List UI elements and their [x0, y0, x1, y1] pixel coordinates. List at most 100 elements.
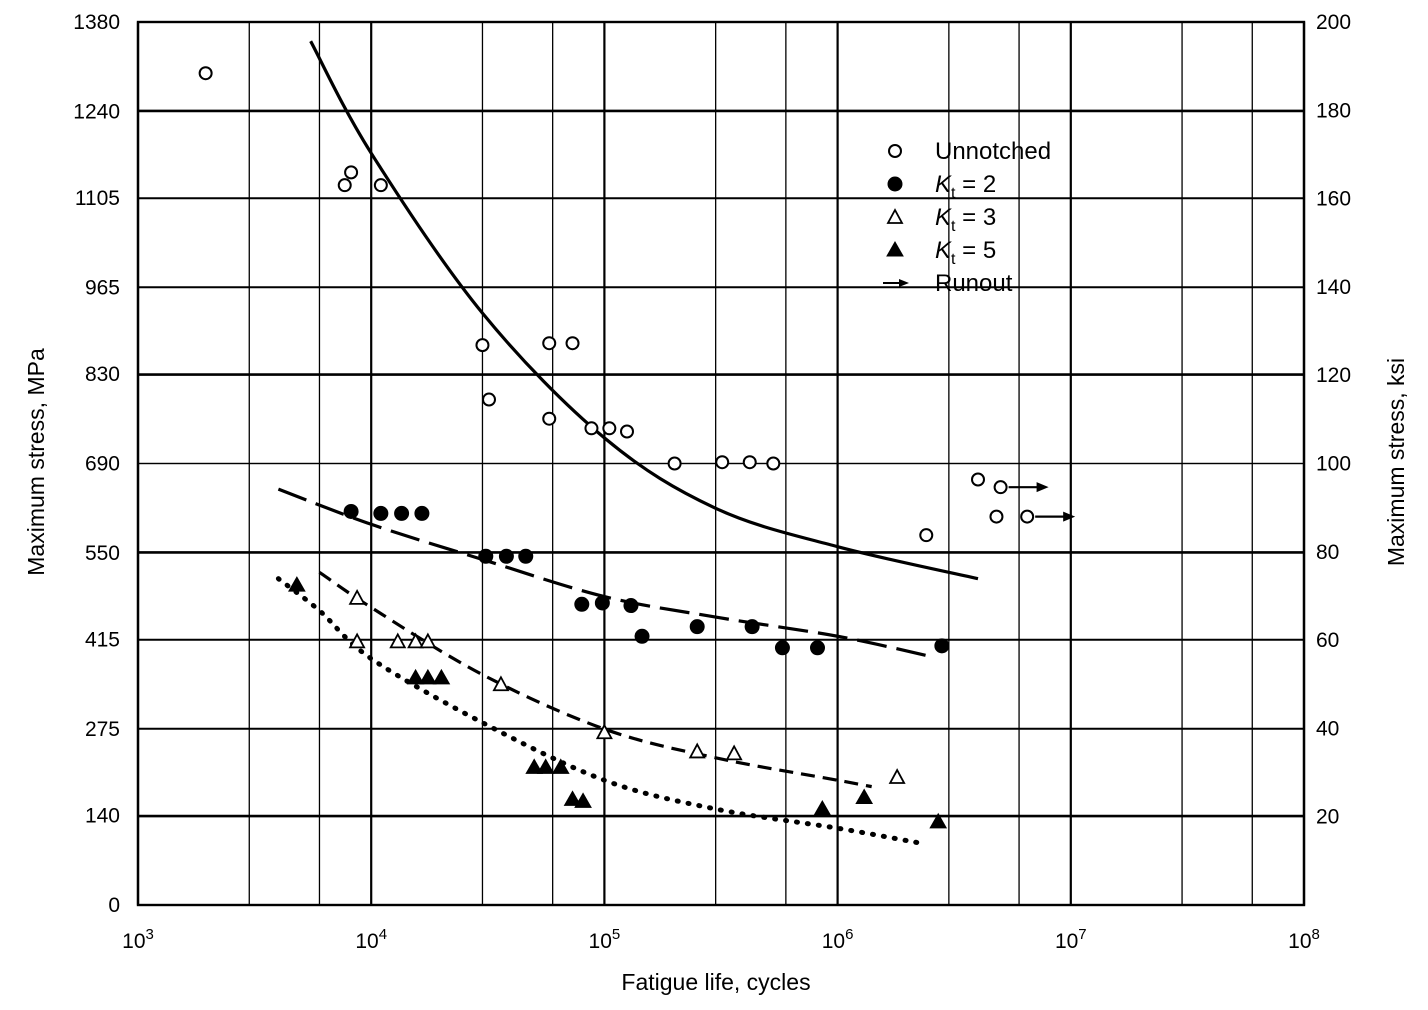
data-point-unnotched [482, 392, 497, 407]
y-tick-label: 830 [85, 363, 120, 386]
y-tick-label: 140 [85, 804, 120, 827]
grid [136, 21, 1306, 906]
fit-curve-dash [318, 570, 872, 789]
x-tick-label: 108 [1288, 926, 1320, 953]
legend-marker-open-triangle [886, 208, 904, 224]
legend-marker-filled-circle [887, 176, 903, 192]
data-point-kt3 [348, 632, 366, 649]
data-point-unnotched [715, 455, 730, 470]
data-point-kt5 [419, 668, 437, 685]
y2-tick-label: 180 [1316, 99, 1351, 122]
plot-border [136, 20, 1306, 907]
y2-tick-label: 80 [1316, 541, 1339, 564]
data-point-unnotched [198, 66, 213, 81]
y2-tick-label: 160 [1316, 188, 1351, 211]
y-axis-title: Maximum stress, MPa [23, 348, 49, 576]
data-point-kt3 [595, 723, 613, 740]
data-points [198, 66, 1076, 829]
y2-tick-labels: 20 40 60 80 100 120 140 160 180 200 [1316, 11, 1351, 829]
data-point-unnotched [565, 336, 580, 351]
data-point-kt5 [574, 792, 592, 808]
data-point-kt2 [518, 548, 534, 564]
data-point-kt3 [389, 632, 407, 649]
x-tick-label: 104 [355, 926, 387, 953]
y-tick-label: 690 [85, 453, 120, 476]
data-point-unnotched [619, 424, 634, 439]
y2-tick-label: 60 [1316, 629, 1339, 652]
legend-label: Runout [935, 270, 1013, 297]
fit-curve-solid [309, 40, 979, 581]
y2-tick-label: 20 [1316, 806, 1339, 829]
y2-tick-label: 140 [1316, 276, 1351, 299]
data-point-kt3 [407, 632, 425, 649]
data-point-kt2 [373, 505, 389, 521]
data-point-kt2 [478, 548, 494, 564]
x-tick-label: 106 [822, 926, 854, 953]
x-tick-label: 105 [589, 926, 621, 953]
data-point-kt3 [348, 588, 366, 605]
data-point-unnotched [344, 165, 359, 180]
data-point-kt2 [498, 548, 514, 564]
data-point-kt5 [432, 668, 451, 685]
data-point-kt2 [414, 505, 430, 521]
data-point-kt2 [594, 595, 610, 611]
data-point-unnotched [766, 456, 781, 471]
plot-frame [136, 20, 1306, 907]
x-tick-label: 107 [1055, 926, 1087, 953]
fit-curve-dotted [275, 576, 929, 847]
data-point-kt2 [574, 596, 590, 612]
y2-tick-label: 120 [1316, 364, 1351, 387]
data-point-unnotched [989, 509, 1004, 524]
y2-axis-title: Maximum stress, ksi [1383, 358, 1409, 566]
y-tick-label: 1240 [73, 101, 120, 124]
data-point-kt5 [525, 758, 544, 774]
data-point-kt5 [536, 758, 555, 774]
fit-curves [275, 40, 979, 847]
data-point-unnotched [919, 528, 934, 543]
data-point-kt2 [343, 503, 359, 519]
data-point-kt2 [689, 619, 705, 635]
legend-runout-arrowhead [899, 279, 909, 287]
legend-marker-filled-triangle [886, 240, 904, 257]
y-tick-label: 1105 [75, 187, 120, 210]
y2-tick-label: 100 [1316, 453, 1351, 476]
data-point-unnotched [584, 421, 599, 436]
legend-label: Kt = 2 [935, 171, 996, 202]
data-point-unnotched [971, 472, 986, 487]
y-tick-label: 965 [85, 277, 120, 300]
legend-label: Kt = 5 [935, 237, 996, 268]
data-point-kt3 [725, 744, 743, 761]
data-point-unnotched [742, 455, 757, 470]
data-point-unnotched [337, 178, 352, 193]
data-point-kt2 [810, 640, 826, 656]
data-point-kt5 [406, 668, 425, 685]
data-point-unnotched [542, 336, 557, 351]
x-tick-labels: 103 104 105 106 107 108 [122, 926, 1320, 953]
data-point-unnotched [602, 421, 617, 436]
y-tick-label: 0 [108, 894, 120, 917]
data-point-kt3 [419, 632, 437, 649]
legend-label: Kt = 3 [935, 204, 996, 235]
y-tick-label: 550 [85, 542, 120, 565]
data-point-kt2 [774, 640, 790, 656]
data-point-kt3 [888, 768, 906, 784]
data-point-unnotched [1020, 509, 1035, 524]
y-tick-label: 1380 [73, 11, 120, 34]
data-point-unnotched [667, 456, 682, 471]
data-point-kt5 [929, 812, 948, 829]
data-point-kt5 [855, 788, 874, 805]
y-tick-label: 275 [85, 718, 120, 741]
x-axis-title: Fatigue life, cycles [621, 969, 810, 995]
runout-arrow-head [1036, 482, 1049, 493]
legend-marker-open-circle [888, 144, 902, 158]
data-point-unnotched [475, 338, 490, 353]
data-point-kt3 [492, 675, 510, 692]
data-point-kt2 [623, 598, 639, 614]
y-tick-labels: 0 140 275 415 550 690 830 965 1105 1240 1380 [73, 11, 120, 917]
y-tick-label: 415 [85, 628, 120, 651]
data-point-kt5 [813, 800, 832, 816]
y2-tick-label: 40 [1316, 717, 1339, 740]
data-point-unnotched [542, 411, 557, 426]
data-point-kt5 [563, 790, 582, 806]
